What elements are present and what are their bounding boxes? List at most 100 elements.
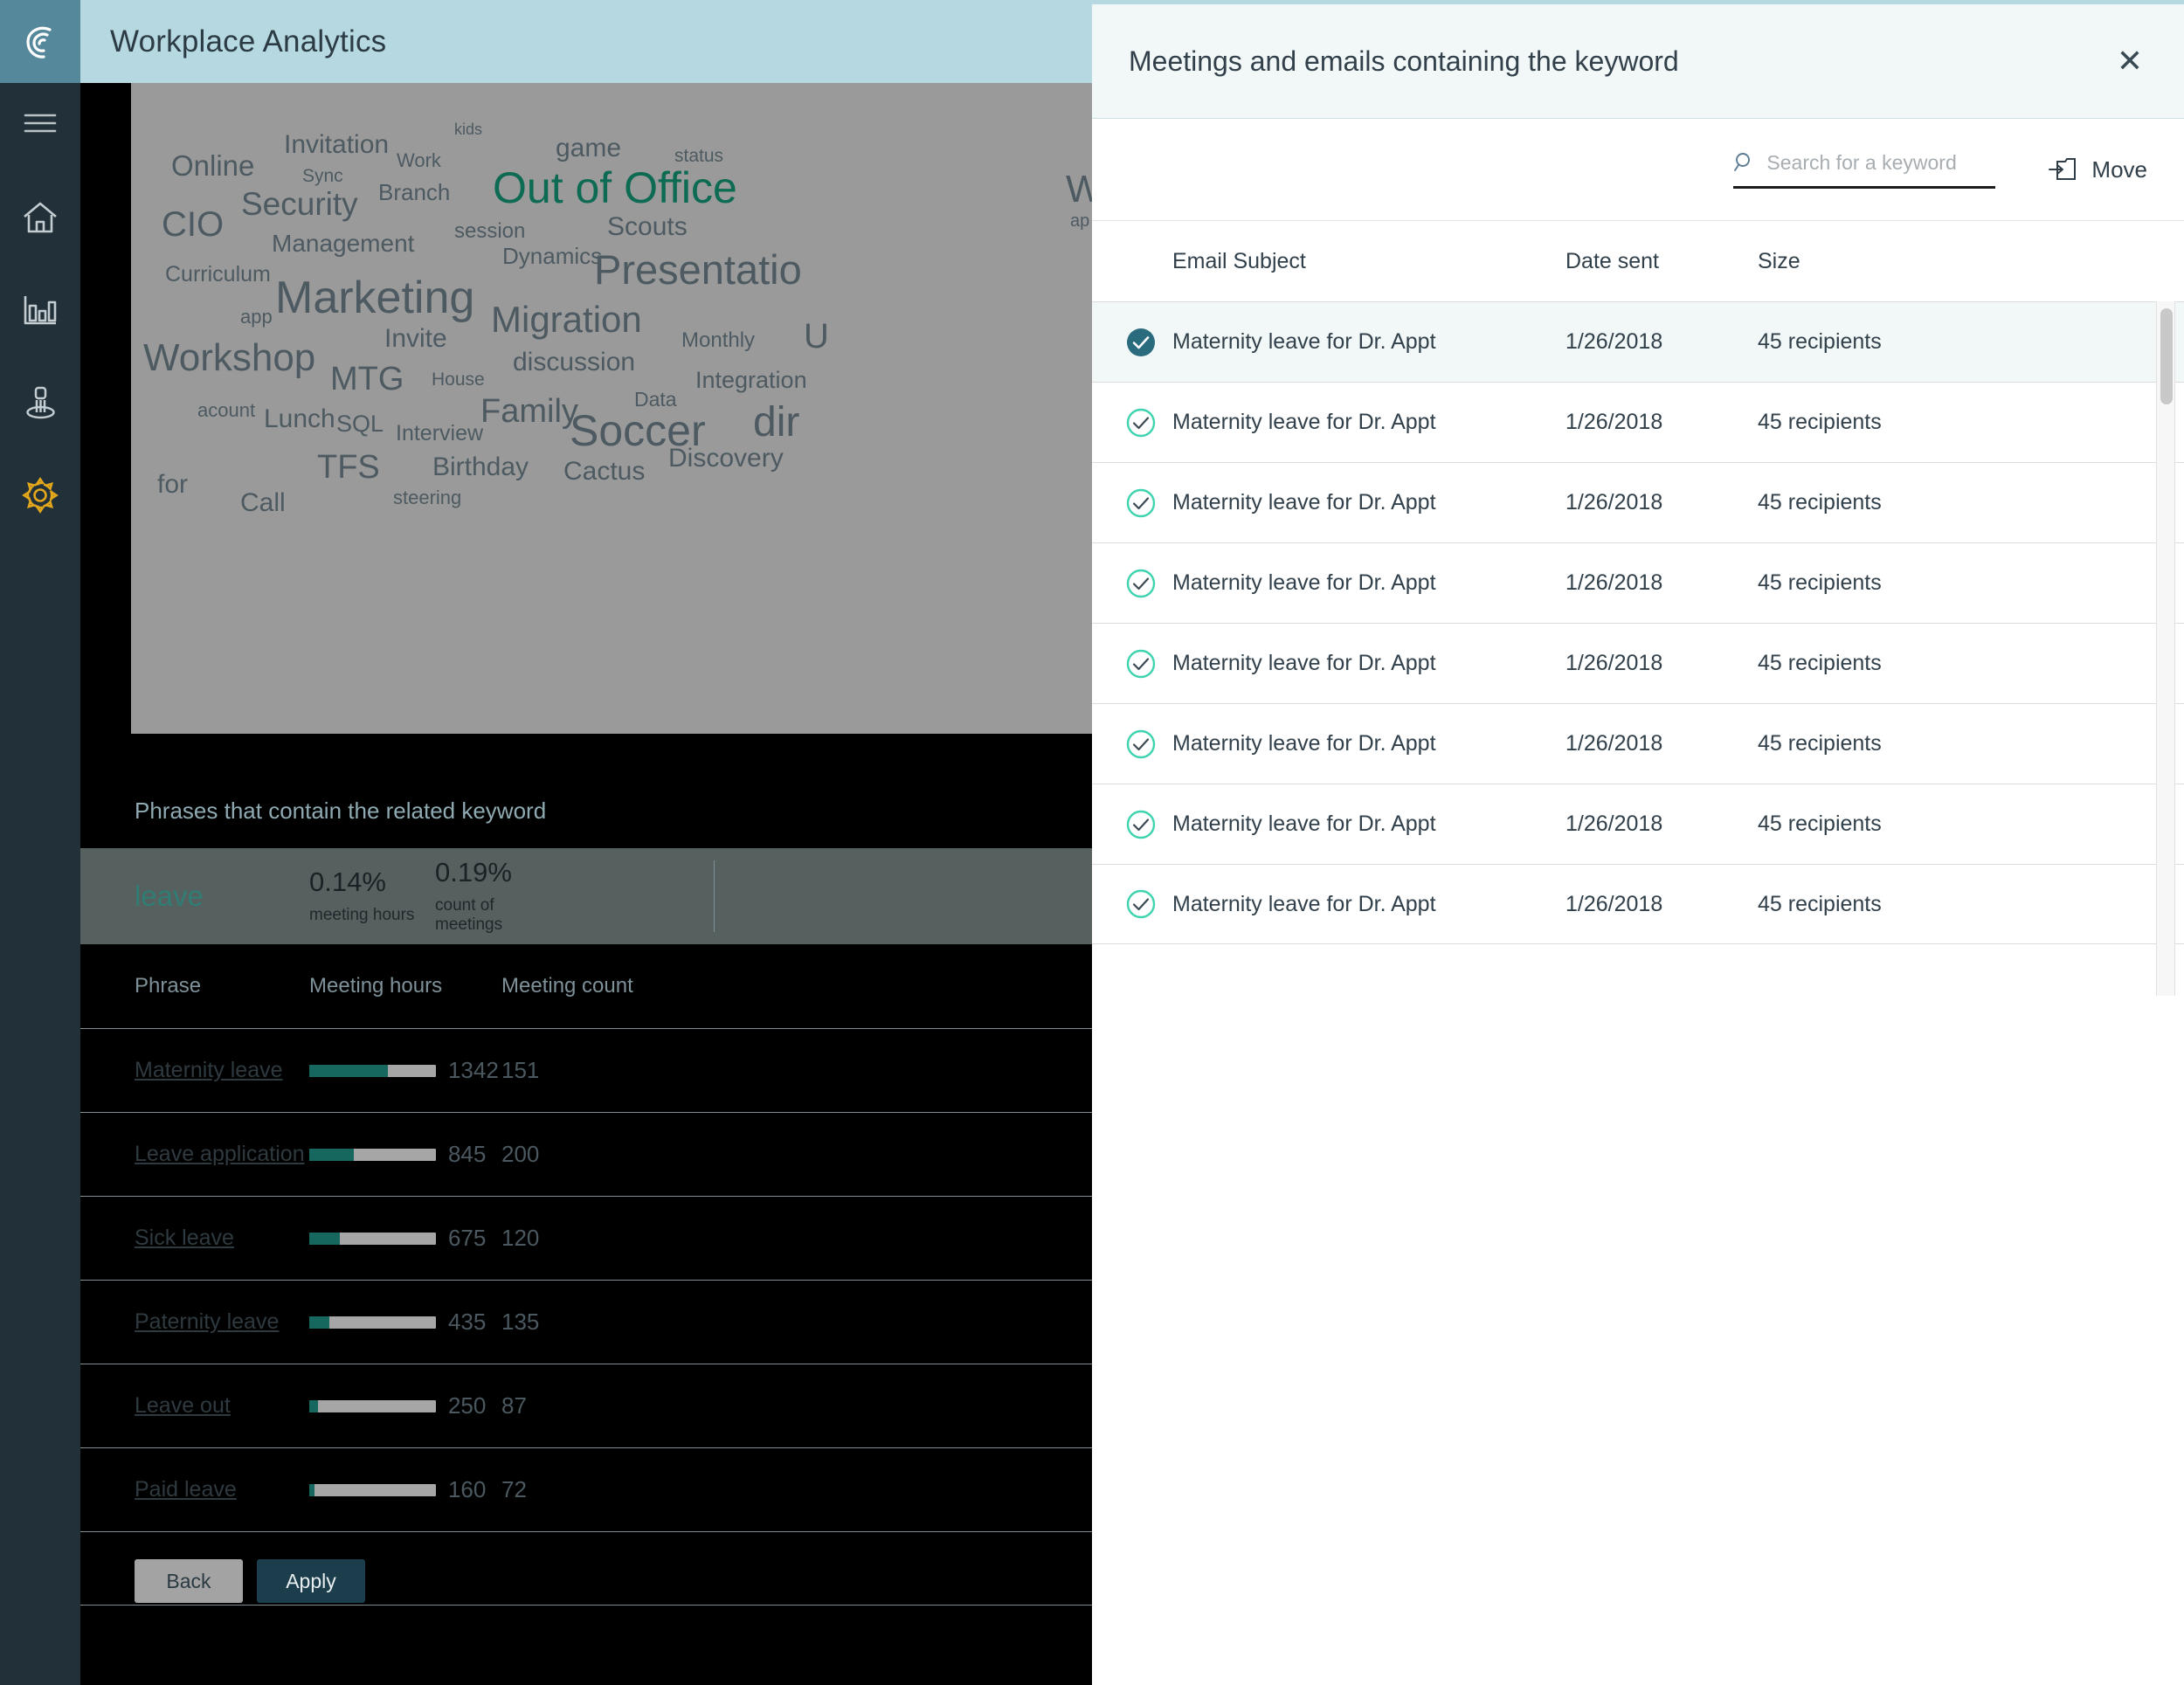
column-header-email-subject: Email Subject — [1172, 248, 1306, 273]
row-checkbox[interactable] — [1109, 486, 1172, 521]
word-cloud-term[interactable]: Call — [240, 488, 286, 517]
table-row[interactable]: Leave application 845 200 — [80, 1112, 1092, 1196]
word-cloud-term[interactable]: session — [454, 219, 526, 243]
date-sent-cell: 1/26/2018 — [1565, 570, 1663, 595]
row-checkbox[interactable] — [1109, 325, 1172, 360]
table-row[interactable]: Maternity leave for Dr. Appt 1/26/2018 45 … — [1092, 301, 2184, 382]
stat-meeting-hours: 0.14% meeting hours — [309, 867, 435, 925]
keyword-word-cloud[interactable]: Invitation kids game status Online Work Sync Ou… — [131, 83, 1092, 734]
hamburger-menu-button[interactable] — [0, 83, 80, 163]
meeting-count-cell: 72 — [501, 1476, 527, 1502]
word-cloud-term[interactable]: Soccer — [570, 406, 706, 455]
word-cloud-term[interactable]: ap — [1070, 211, 1090, 231]
move-button[interactable]: Move — [2048, 156, 2147, 183]
word-cloud-term[interactable]: Interview — [396, 421, 484, 445]
word-cloud-term[interactable]: Scouts — [607, 212, 688, 241]
meeting-count-cell: 87 — [501, 1392, 527, 1419]
row-checkbox[interactable] — [1109, 807, 1172, 842]
word-cloud-term[interactable]: discussion — [513, 348, 636, 376]
word-cloud-term[interactable]: MTG — [330, 361, 404, 397]
checkbox-unchecked-icon — [1126, 488, 1156, 517]
phrase-link[interactable]: Sick leave — [135, 1226, 234, 1250]
table-row[interactable]: Maternity leave for Dr. Appt 1/26/2018 45 … — [1092, 703, 2184, 784]
progress-bar-track — [309, 1232, 436, 1245]
word-cloud-term[interactable]: Lunch — [264, 404, 335, 433]
row-checkbox[interactable] — [1109, 566, 1172, 601]
bar-chart-icon — [24, 296, 57, 325]
phrase-link[interactable]: Paternity leave — [135, 1309, 280, 1334]
word-cloud-term[interactable]: TFS — [317, 449, 380, 486]
scrollbar-thumb[interactable] — [2160, 308, 2173, 404]
word-cloud-term[interactable]: Security — [241, 186, 358, 222]
word-cloud-term[interactable]: Family — [480, 393, 578, 430]
word-cloud-term[interactable]: Integration — [695, 367, 807, 393]
word-cloud-term[interactable]: Cactus — [563, 457, 646, 486]
word-cloud-term[interactable]: Dynamics — [502, 243, 603, 269]
word-cloud-term[interactable]: Data — [634, 388, 677, 411]
phrase-link[interactable]: Leave out — [135, 1393, 231, 1418]
table-row[interactable]: Maternity leave for Dr. Appt 1/26/2018 45 … — [1092, 542, 2184, 623]
word-cloud-term[interactable]: Presentatio — [594, 246, 802, 293]
word-cloud-term[interactable]: Online — [171, 149, 255, 182]
back-button[interactable]: Back — [135, 1559, 243, 1603]
word-cloud-term[interactable]: Work — [397, 149, 441, 171]
word-cloud-term[interactable]: Birthday — [432, 452, 529, 481]
table-row[interactable]: Paid leave 160 72 — [80, 1447, 1092, 1531]
sidebar-item-analyze[interactable] — [0, 270, 80, 350]
table-row[interactable]: Maternity leave for Dr. Appt 1/26/2018 45 … — [1092, 623, 2184, 703]
word-cloud-term[interactable]: game — [556, 134, 622, 162]
table-row[interactable]: Paternity leave 435 135 — [80, 1280, 1092, 1364]
word-cloud-term[interactable]: dir — [753, 399, 800, 445]
word-cloud-term[interactable]: SQL — [336, 411, 384, 437]
table-row[interactable]: Maternity leave for Dr. Appt 1/26/2018 45 … — [1092, 784, 2184, 864]
word-cloud-term[interactable]: Branch — [378, 179, 451, 205]
sidebar-item-home[interactable] — [0, 177, 80, 258]
phrase-link[interactable]: Leave application — [135, 1142, 305, 1166]
table-row[interactable]: Maternity leave 1342 151 — [80, 1028, 1092, 1112]
sidebar-item-explore[interactable] — [0, 363, 80, 443]
column-header-meeting-count: Meeting count — [501, 974, 633, 998]
word-cloud-term[interactable]: steering — [393, 487, 462, 508]
table-row[interactable]: Maternity leave for Dr. Appt 1/26/2018 45 … — [1092, 462, 2184, 542]
row-checkbox[interactable] — [1109, 727, 1172, 762]
table-row[interactable]: Sick leave 675 120 — [80, 1196, 1092, 1280]
table-row[interactable]: Leave out 250 87 — [80, 1364, 1092, 1447]
search-field-wrapper[interactable] — [1733, 150, 1996, 189]
table-row[interactable]: Maternity leave for Dr. Appt 1/26/2018 45 … — [1092, 864, 2184, 944]
word-cloud-term[interactable]: Management — [272, 230, 415, 257]
word-cloud-term[interactable]: House — [432, 369, 485, 390]
word-cloud-term[interactable]: Discovery — [668, 444, 784, 473]
phrase-link[interactable]: Paid leave — [135, 1477, 237, 1502]
row-checkbox[interactable] — [1109, 646, 1172, 681]
word-cloud-term[interactable]: Curriculum — [165, 262, 271, 287]
email-subject-cell: Maternity leave for Dr. Appt — [1172, 490, 1436, 514]
word-cloud-term[interactable]: CIO — [162, 205, 225, 244]
word-cloud-term[interactable]: Marketing — [275, 273, 475, 323]
word-cloud-term[interactable]: U — [804, 317, 829, 356]
sidebar-item-settings[interactable] — [0, 455, 80, 535]
word-cloud-term[interactable]: Invite — [384, 324, 447, 353]
word-cloud-term[interactable]: kids — [454, 121, 483, 138]
word-cloud-term[interactable]: Workshop — [143, 336, 316, 379]
app-logo[interactable] — [0, 0, 80, 83]
word-cloud-term[interactable]: status — [674, 146, 724, 166]
word-cloud-term[interactable]: app — [240, 306, 273, 328]
word-cloud-term[interactable]: Out of Office — [493, 163, 737, 212]
phrase-link[interactable]: Maternity leave — [135, 1058, 283, 1082]
close-icon[interactable]: ✕ — [2116, 43, 2144, 79]
word-cloud-term[interactable]: Migration — [491, 299, 642, 340]
word-cloud-term[interactable]: Sync — [302, 166, 343, 186]
search-input[interactable] — [1766, 150, 1977, 175]
table-row[interactable]: Maternity leave for Dr. Appt 1/26/2018 45 … — [1092, 382, 2184, 462]
word-cloud-term[interactable]: for — [157, 470, 189, 499]
word-cloud-term[interactable]: W — [1066, 168, 1092, 211]
row-checkbox[interactable] — [1109, 405, 1172, 440]
word-cloud-term[interactable]: acount — [197, 399, 256, 421]
word-cloud-term[interactable]: Monthly — [681, 328, 756, 352]
column-header-phrase: Phrase — [135, 974, 202, 998]
progress-bar-track — [309, 1064, 436, 1077]
word-cloud-term[interactable]: Invitation — [284, 130, 390, 159]
apply-button[interactable]: Apply — [257, 1559, 365, 1603]
vertical-scrollbar[interactable] — [2156, 301, 2175, 996]
row-checkbox[interactable] — [1109, 887, 1172, 922]
